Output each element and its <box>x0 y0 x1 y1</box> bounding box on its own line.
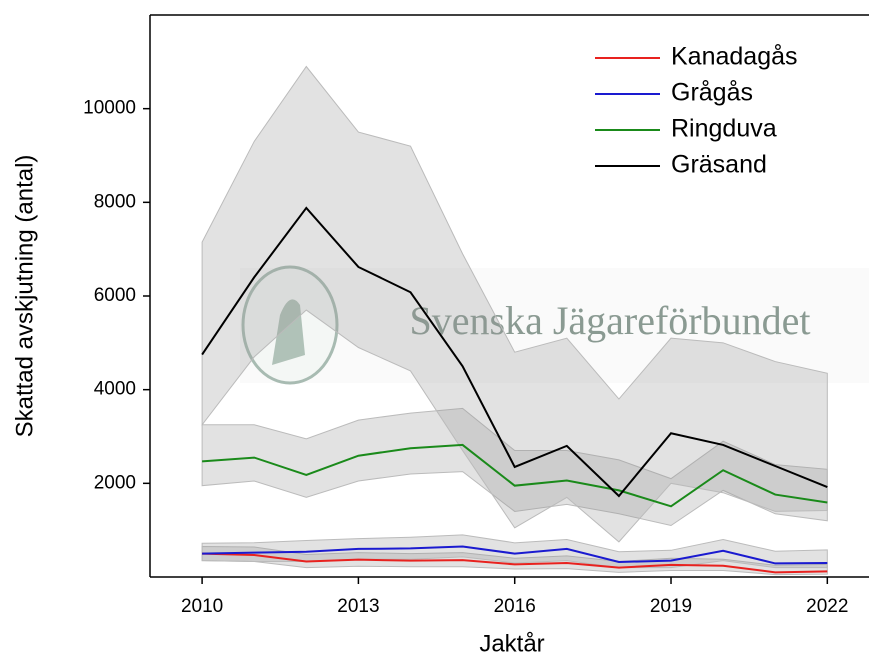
confidence-band <box>201 65 828 543</box>
y-axis-title: Skattad avskjutning (antal) <box>11 155 38 438</box>
x-axis-title: Jaktår <box>479 630 544 657</box>
y-tick-label: 2000 <box>94 472 136 493</box>
watermark-emblem <box>240 265 869 385</box>
y-tick-label: 8000 <box>94 191 136 212</box>
legend-label: Ringduva <box>671 115 777 143</box>
x-tick-label: 2019 <box>650 596 692 617</box>
y-tick-label: 10000 <box>83 98 136 119</box>
y-tick-label: 6000 <box>94 285 136 306</box>
x-tick-label: 2016 <box>494 596 536 617</box>
series-line <box>202 545 828 565</box>
legend-label: Grågås <box>671 79 753 107</box>
x-tick-label: 2013 <box>337 596 379 617</box>
legend-label: Gräsand <box>671 151 767 179</box>
series-line <box>202 443 828 508</box>
x-tick-label: 2010 <box>181 596 223 617</box>
series-line <box>201 206 828 498</box>
series-line <box>202 552 828 574</box>
watermark: Svenska Jägareförbundet <box>410 298 811 343</box>
x-tick-label: 2022 <box>806 596 848 617</box>
legend-label: Kanadagås <box>671 43 798 71</box>
y-tick-label: 4000 <box>94 379 136 400</box>
